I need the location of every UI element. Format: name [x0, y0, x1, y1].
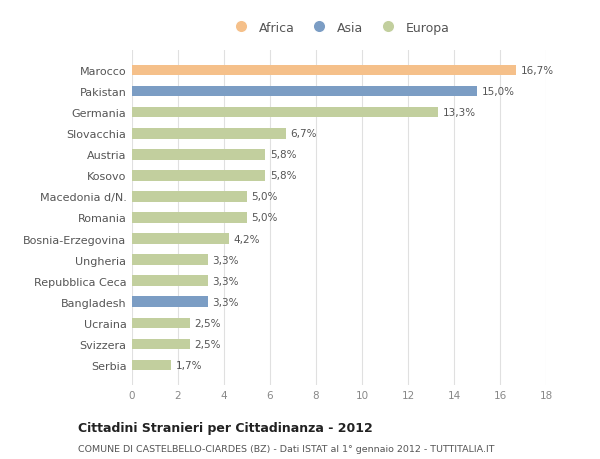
Text: 13,3%: 13,3% — [443, 108, 476, 118]
Bar — [132, 87, 477, 97]
Text: 5,0%: 5,0% — [251, 213, 278, 223]
Bar — [132, 108, 438, 118]
Bar — [132, 318, 190, 328]
Bar — [132, 192, 247, 202]
Bar — [132, 255, 208, 265]
Bar — [132, 213, 247, 223]
Text: 6,7%: 6,7% — [291, 129, 317, 139]
Bar — [132, 129, 286, 139]
Bar — [132, 66, 516, 76]
Text: 5,0%: 5,0% — [251, 192, 278, 202]
Text: 2,5%: 2,5% — [194, 339, 221, 349]
Text: 15,0%: 15,0% — [482, 87, 515, 97]
Bar — [132, 360, 171, 370]
Text: Cittadini Stranieri per Cittadinanza - 2012: Cittadini Stranieri per Cittadinanza - 2… — [78, 421, 373, 434]
Bar — [132, 339, 190, 349]
Text: 4,2%: 4,2% — [233, 234, 260, 244]
Text: 5,8%: 5,8% — [270, 150, 296, 160]
Text: 3,3%: 3,3% — [212, 276, 239, 286]
Legend: Africa, Asia, Europa: Africa, Asia, Europa — [223, 17, 455, 39]
Bar — [132, 171, 265, 181]
Bar — [132, 150, 265, 160]
Text: 3,3%: 3,3% — [212, 255, 239, 265]
Bar — [132, 276, 208, 286]
Text: 1,7%: 1,7% — [176, 360, 202, 370]
Text: 3,3%: 3,3% — [212, 297, 239, 307]
Bar — [132, 297, 208, 308]
Text: 5,8%: 5,8% — [270, 171, 296, 181]
Text: COMUNE DI CASTELBELLO-CIARDES (BZ) - Dati ISTAT al 1° gennaio 2012 - TUTTITALIA.: COMUNE DI CASTELBELLO-CIARDES (BZ) - Dat… — [78, 444, 494, 453]
Text: 16,7%: 16,7% — [521, 66, 554, 76]
Bar — [132, 234, 229, 244]
Text: 2,5%: 2,5% — [194, 318, 221, 328]
